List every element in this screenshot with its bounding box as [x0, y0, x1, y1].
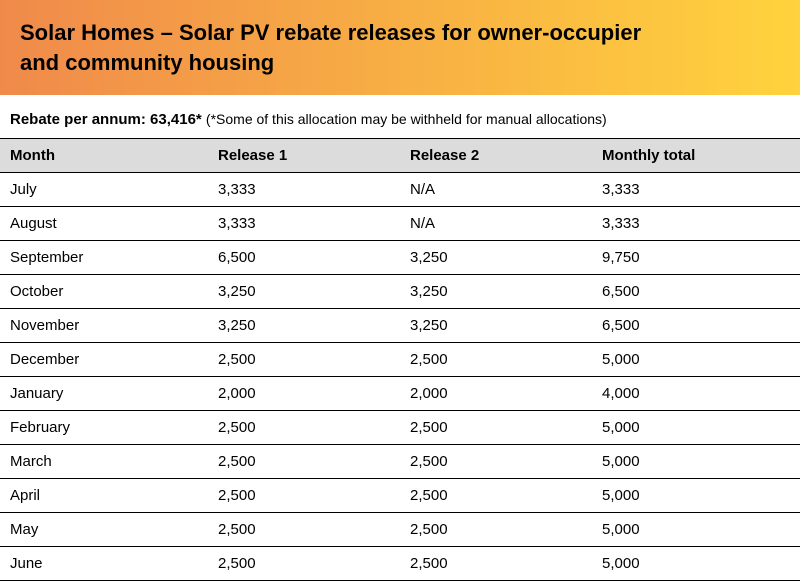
- rebate-value: 63,416*: [150, 111, 202, 128]
- col-header-release2: Release 2: [400, 139, 592, 173]
- rebate-subhead: Rebate per annum: 63,416* (*Some of this…: [0, 95, 800, 138]
- table-cell: 2,500: [208, 513, 400, 547]
- table-cell: November: [0, 309, 208, 343]
- table-cell: 5,000: [592, 547, 800, 581]
- table-cell: 2,500: [208, 547, 400, 581]
- table-cell: N/A: [400, 207, 592, 241]
- table-row: July3,333N/A3,333: [0, 173, 800, 207]
- table-cell: 9,750: [592, 241, 800, 275]
- table-cell: October: [0, 275, 208, 309]
- col-header-month: Month: [0, 139, 208, 173]
- table-cell: May: [0, 513, 208, 547]
- table-cell: January: [0, 377, 208, 411]
- table-cell: 3,333: [208, 173, 400, 207]
- table-cell: 5,000: [592, 513, 800, 547]
- table-cell: 5,000: [592, 479, 800, 513]
- header-banner: Solar Homes – Solar PV rebate releases f…: [0, 0, 800, 95]
- table-cell: 3,333: [592, 173, 800, 207]
- table-row: May2,5002,5005,000: [0, 513, 800, 547]
- table-cell: 5,000: [592, 445, 800, 479]
- title-line-1: Solar Homes – Solar PV rebate releases f…: [20, 20, 641, 45]
- col-header-release1: Release 1: [208, 139, 400, 173]
- rebate-note: (*Some of this allocation may be withhel…: [206, 111, 607, 127]
- table-cell: 2,500: [400, 343, 592, 377]
- table-cell: 2,500: [400, 411, 592, 445]
- table-cell: 2,500: [400, 479, 592, 513]
- table-cell: 2,000: [208, 377, 400, 411]
- table-cell: 5,000: [592, 411, 800, 445]
- title-line-2: and community housing: [20, 50, 274, 75]
- table-cell: 2,500: [208, 343, 400, 377]
- table-row: September6,5003,2509,750: [0, 241, 800, 275]
- table-cell: December: [0, 343, 208, 377]
- col-header-total: Monthly total: [592, 139, 800, 173]
- table-row: November3,2503,2506,500: [0, 309, 800, 343]
- table-cell: 2,500: [400, 513, 592, 547]
- table-cell: August: [0, 207, 208, 241]
- table-row: February2,5002,5005,000: [0, 411, 800, 445]
- rebate-table: Month Release 1 Release 2 Monthly total …: [0, 138, 800, 581]
- table-cell: 2,500: [208, 411, 400, 445]
- rebate-label: Rebate per annum:: [10, 111, 146, 128]
- table-cell: 2,500: [208, 479, 400, 513]
- table-cell: 2,500: [400, 445, 592, 479]
- table-cell: June: [0, 547, 208, 581]
- table-cell: 6,500: [592, 275, 800, 309]
- table-cell: 2,500: [208, 445, 400, 479]
- table-cell: 3,333: [592, 207, 800, 241]
- table-cell: 3,250: [400, 241, 592, 275]
- table-cell: 6,500: [208, 241, 400, 275]
- table-cell: 2,000: [400, 377, 592, 411]
- table-header-row: Month Release 1 Release 2 Monthly total: [0, 139, 800, 173]
- table-row: March2,5002,5005,000: [0, 445, 800, 479]
- table-cell: N/A: [400, 173, 592, 207]
- page-title: Solar Homes – Solar PV rebate releases f…: [20, 18, 780, 77]
- page-root: Solar Homes – Solar PV rebate releases f…: [0, 0, 800, 581]
- table-cell: 3,250: [208, 275, 400, 309]
- table-row: December2,5002,5005,000: [0, 343, 800, 377]
- table-cell: July: [0, 173, 208, 207]
- table-cell: 5,000: [592, 343, 800, 377]
- table-row: August3,333N/A3,333: [0, 207, 800, 241]
- table-cell: 4,000: [592, 377, 800, 411]
- table-cell: 3,333: [208, 207, 400, 241]
- table-cell: April: [0, 479, 208, 513]
- table-cell: 6,500: [592, 309, 800, 343]
- table-cell: September: [0, 241, 208, 275]
- table-cell: 3,250: [208, 309, 400, 343]
- table-row: April2,5002,5005,000: [0, 479, 800, 513]
- table-cell: March: [0, 445, 208, 479]
- table-cell: 3,250: [400, 309, 592, 343]
- table-row: June2,5002,5005,000: [0, 547, 800, 581]
- table-cell: 3,250: [400, 275, 592, 309]
- table-body: July3,333N/A3,333August3,333N/A3,333Sept…: [0, 173, 800, 581]
- table-row: January2,0002,0004,000: [0, 377, 800, 411]
- table-cell: February: [0, 411, 208, 445]
- table-cell: 2,500: [400, 547, 592, 581]
- table-row: October3,2503,2506,500: [0, 275, 800, 309]
